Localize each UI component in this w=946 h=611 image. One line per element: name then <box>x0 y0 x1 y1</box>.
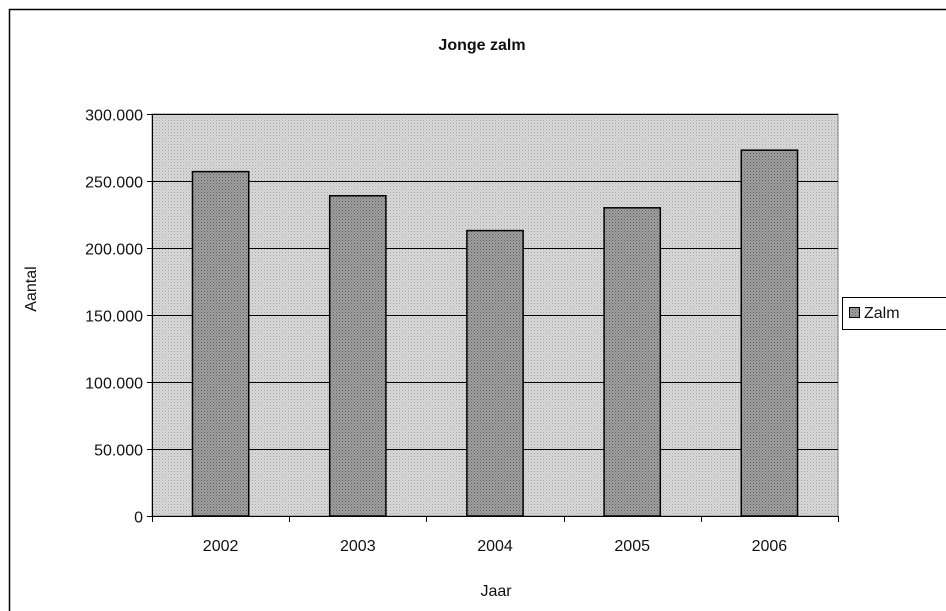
y-tick-label: 250.000 <box>85 175 143 192</box>
bars <box>191 149 799 517</box>
x-tick-label: 2002 <box>203 538 239 555</box>
bar-2002 <box>191 170 250 517</box>
x-tick-label: 2004 <box>477 538 513 555</box>
y-tick-label: 150.000 <box>85 309 143 326</box>
x-tick-label: 2003 <box>340 538 376 555</box>
legend: Zalm <box>842 297 946 330</box>
bar-2004 <box>466 229 524 517</box>
legend-label-zalm: Zalm <box>864 305 900 322</box>
legend-swatch-zalm <box>849 307 860 318</box>
chart-title: Jonge zalm <box>438 37 525 54</box>
x-axis-label: Jaar <box>480 583 512 600</box>
y-axis-label: Aantal <box>23 266 40 311</box>
y-tick-label: 50.000 <box>94 443 143 460</box>
y-tick-label: 0 <box>134 510 143 527</box>
y-tick-label: 100.000 <box>85 376 143 393</box>
bar-2005 <box>603 207 662 517</box>
bar-2003 <box>328 194 387 517</box>
y-tick-label: 200.000 <box>85 242 143 259</box>
x-tick-label: 2006 <box>752 538 788 555</box>
y-tick-label: 300.000 <box>85 108 143 125</box>
x-tick-label: 2005 <box>614 538 650 555</box>
bar-2006 <box>740 149 799 517</box>
axes: 0 50.000 100.000 150.000 200.000 250.000 300.0… <box>85 108 839 555</box>
